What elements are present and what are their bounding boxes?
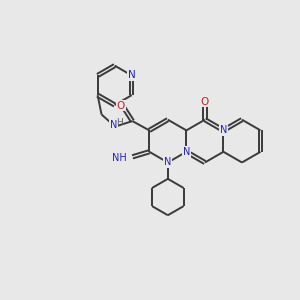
Text: H: H: [116, 118, 123, 127]
Text: N: N: [128, 70, 136, 80]
Text: O: O: [201, 97, 209, 106]
Text: N: N: [220, 125, 227, 135]
Text: N: N: [183, 147, 190, 157]
Text: N: N: [164, 158, 172, 167]
Text: NH: NH: [112, 153, 127, 163]
Text: N: N: [110, 120, 117, 130]
Text: O: O: [117, 100, 125, 110]
